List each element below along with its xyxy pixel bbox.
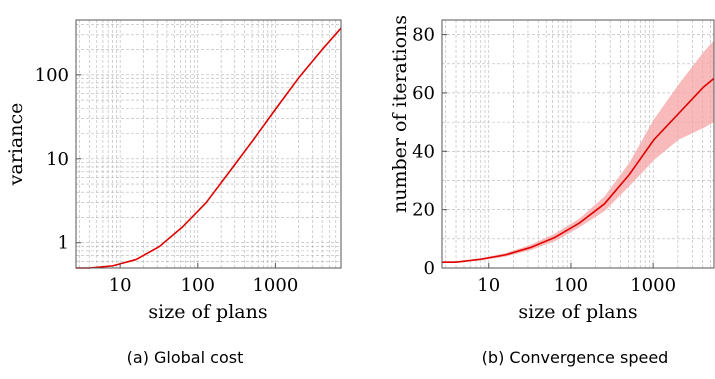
chart-convergence-speed: 10 100 1000 0 20 40 60 80 size of plans number … (389, 15, 715, 367)
y-tick-label: 1 (58, 233, 69, 254)
y-tick-label: 80 (412, 25, 435, 46)
series-line (76, 27, 342, 269)
caption: (a) Global cost (127, 348, 244, 367)
y-axis-label: number of iterations (389, 15, 411, 213)
y-tick-label: 0 (424, 258, 435, 279)
y-tick-label: 10 (46, 149, 69, 170)
x-tick-label: 10 (109, 275, 132, 296)
tick-labels: 10 100 1000 1 10 100 (35, 65, 299, 296)
band-layer (442, 40, 714, 263)
x-axis-label: size of plans (518, 301, 637, 323)
x-tick-label: 1000 (252, 275, 298, 296)
x-tick-label: 100 (554, 275, 588, 296)
tick-labels: 10 100 1000 0 20 40 60 80 (412, 25, 676, 296)
grid (76, 20, 341, 268)
x-tick-label: 100 (181, 275, 215, 296)
caption: (b) Convergence speed (482, 348, 669, 367)
y-axis-label: variance (5, 103, 27, 187)
x-axis-label: size of plans (148, 301, 267, 323)
y-tick-label: 40 (412, 141, 435, 162)
confidence-band (442, 40, 714, 263)
plot-frame (441, 19, 715, 269)
x-tick-label: 10 (477, 275, 500, 296)
series-layer (442, 77, 715, 263)
series-line (442, 77, 715, 263)
grid (442, 20, 714, 268)
chart-global-cost: 10 100 1000 1 10 100 size of plans variance (… (5, 19, 342, 367)
x-tick-label: 1000 (630, 275, 676, 296)
y-tick-label: 20 (412, 200, 435, 221)
plot-frame (75, 19, 342, 269)
y-tick-label: 100 (35, 65, 69, 86)
series-layer (76, 27, 342, 269)
y-tick-label: 60 (412, 83, 435, 104)
